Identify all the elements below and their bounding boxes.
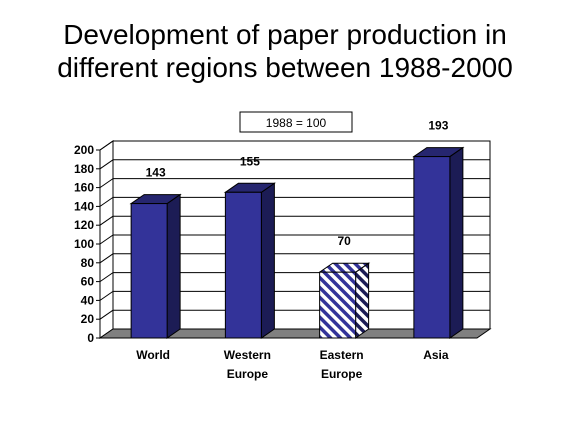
bar-front <box>130 203 168 339</box>
y-tick-label: 140 <box>74 199 94 213</box>
gridline <box>99 272 114 283</box>
chart-title: Development of paper production in diffe… <box>0 18 570 84</box>
y-tick-label: 60 <box>81 275 95 289</box>
data-labels: 143 155 70 193 <box>146 119 449 249</box>
y-tick-label: 20 <box>81 312 95 326</box>
bar-side <box>449 146 464 339</box>
bar <box>223 182 276 339</box>
bars <box>129 146 465 339</box>
y-tick-label: 40 <box>81 293 95 307</box>
gridline <box>99 234 114 245</box>
gridline <box>99 253 114 264</box>
y-tick-label: 100 <box>74 237 94 251</box>
annotation-box: 1988 = 100 <box>239 111 353 133</box>
category-label-line: Europe <box>227 367 269 381</box>
bar-front <box>224 191 262 339</box>
gridline <box>99 178 114 189</box>
chart-title-line-2: different regions between 1988-2000 <box>57 52 513 83</box>
y-tick-label: 160 <box>74 181 94 195</box>
gridline <box>99 215 114 226</box>
data-label: 70 <box>337 234 351 248</box>
annotation-frame <box>239 111 353 133</box>
bar-front <box>413 156 451 339</box>
gridline <box>99 309 114 320</box>
category-label-line: Europe <box>321 367 363 381</box>
x-axis: World Western Europe Eastern Europe Asia <box>136 348 449 381</box>
y-axis: 0 20 40 60 80 100 120 140 160 180 200 <box>74 143 100 345</box>
y-tick-label: 120 <box>74 218 94 232</box>
bar-side <box>260 182 275 339</box>
annotation-text: 1988 = 100 <box>266 116 327 130</box>
gridline <box>99 140 114 151</box>
category-label-line: World <box>136 348 170 362</box>
bar <box>412 146 465 339</box>
y-tick-label: 80 <box>81 256 95 270</box>
category-label-line: Western <box>224 348 271 362</box>
bar-front <box>319 271 357 339</box>
bar <box>318 262 371 339</box>
chart-title-line-1: Development of paper production in <box>63 19 507 50</box>
data-label: 193 <box>428 119 448 133</box>
gridline <box>99 196 114 207</box>
category-label: Asia <box>423 348 449 362</box>
category-label: World <box>136 348 170 362</box>
gridline <box>99 290 114 301</box>
category-label: Western Europe <box>224 348 271 381</box>
bar-side <box>355 262 370 339</box>
gridline <box>99 159 114 170</box>
category-label: Eastern Europe <box>320 348 364 381</box>
data-label: 155 <box>240 154 260 168</box>
y-tick-label: 0 <box>87 331 94 345</box>
category-label-line: Asia <box>423 348 449 362</box>
y-tick-label: 200 <box>74 143 94 157</box>
category-label-line: Eastern <box>320 348 364 362</box>
data-label: 143 <box>146 166 166 180</box>
bar <box>129 193 182 339</box>
y-tick-label: 180 <box>74 162 94 176</box>
bar-side <box>166 193 181 339</box>
